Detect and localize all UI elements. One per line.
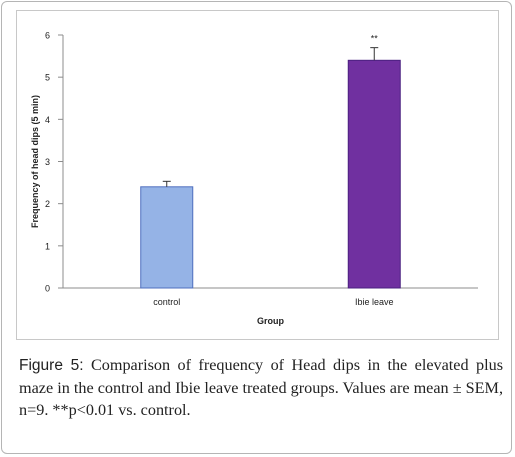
bar	[347, 59, 401, 289]
y-tick-label: 5	[45, 73, 50, 83]
x-tick-label: control	[153, 297, 180, 307]
significance-label: **	[371, 34, 379, 44]
y-tick-label: 4	[45, 115, 50, 125]
bar	[140, 186, 194, 289]
y-axis-title: Frequency of head dips (5 min)	[30, 95, 40, 228]
y-tick-label: 0	[45, 284, 50, 294]
caption-lead: Figure 5:	[19, 357, 84, 374]
y-tick-label: 6	[45, 31, 50, 41]
y-tick-label: 1	[45, 241, 50, 251]
chart-area	[16, 10, 499, 340]
x-axis-title: Group	[257, 316, 284, 326]
y-tick-label: 2	[45, 199, 50, 209]
caption-text: Comparison of frequency of Head dips in …	[19, 356, 503, 419]
figure-caption: Figure 5: Comparison of frequency of Hea…	[19, 354, 503, 421]
x-tick-label: Ibie leave	[355, 297, 394, 307]
y-tick-label: 3	[45, 157, 50, 167]
